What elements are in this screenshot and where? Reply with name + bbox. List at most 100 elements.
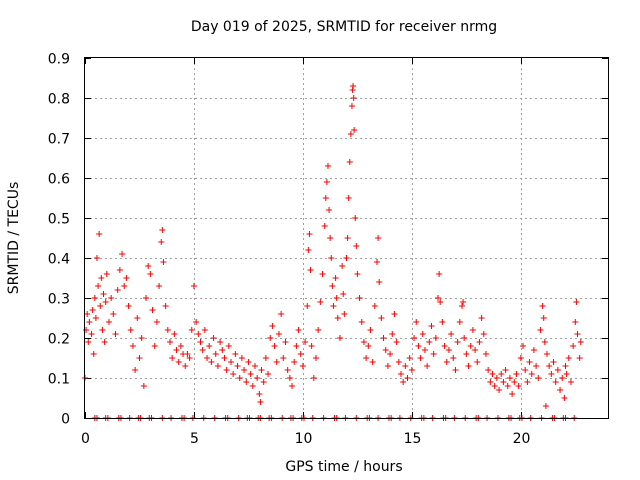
data-point bbox=[554, 367, 561, 373]
data-point bbox=[489, 371, 496, 377]
data-point bbox=[461, 335, 468, 341]
data-point bbox=[127, 327, 134, 333]
data-point bbox=[413, 319, 420, 325]
data-point bbox=[145, 263, 152, 269]
data-point bbox=[245, 359, 252, 365]
data-point bbox=[463, 351, 470, 357]
data-point bbox=[491, 383, 498, 389]
data-point bbox=[249, 383, 256, 389]
data-point bbox=[506, 375, 513, 381]
data-point bbox=[291, 359, 298, 365]
data-point bbox=[573, 299, 580, 305]
data-point bbox=[378, 315, 385, 321]
data-point bbox=[98, 275, 105, 281]
data-point bbox=[217, 339, 224, 345]
data-point bbox=[228, 359, 235, 365]
data-point bbox=[214, 363, 221, 369]
data-point bbox=[108, 295, 115, 301]
y-axis-label: SRMTID / TECUs bbox=[6, 182, 22, 295]
data-point bbox=[526, 359, 533, 365]
data-point bbox=[271, 343, 278, 349]
data-point bbox=[354, 271, 361, 277]
data-point bbox=[151, 343, 158, 349]
x-tick-label: 15 bbox=[404, 431, 422, 447]
data-point bbox=[166, 339, 173, 345]
y-tick-label: 0.9 bbox=[48, 52, 70, 68]
y-tick-label: 0.6 bbox=[48, 172, 70, 188]
data-point bbox=[260, 379, 267, 385]
data-point bbox=[132, 367, 139, 373]
data-point bbox=[278, 311, 285, 317]
data-point bbox=[112, 331, 119, 337]
data-point bbox=[343, 255, 350, 261]
data-point bbox=[138, 335, 145, 341]
data-point bbox=[302, 339, 309, 345]
data-point bbox=[96, 231, 103, 237]
data-point bbox=[448, 331, 455, 337]
data-point bbox=[332, 275, 339, 281]
data-point bbox=[576, 355, 583, 361]
data-point bbox=[210, 335, 217, 341]
data-point bbox=[548, 371, 555, 377]
data-point bbox=[116, 267, 123, 273]
data-point bbox=[169, 355, 176, 361]
data-point bbox=[502, 367, 509, 373]
data-point bbox=[129, 343, 136, 349]
data-point bbox=[567, 379, 574, 385]
data-point bbox=[219, 347, 226, 353]
data-point bbox=[509, 391, 516, 397]
y-tick-label: 0 bbox=[61, 412, 70, 428]
data-point bbox=[159, 227, 166, 233]
data-point bbox=[282, 339, 289, 345]
data-point bbox=[171, 331, 178, 337]
data-point bbox=[533, 363, 540, 369]
data-point bbox=[275, 331, 282, 337]
data-point bbox=[371, 303, 378, 309]
data-point bbox=[452, 367, 459, 373]
data-point bbox=[402, 363, 409, 369]
data-point bbox=[105, 319, 112, 325]
data-point bbox=[308, 343, 315, 349]
data-point bbox=[351, 127, 358, 133]
data-point bbox=[184, 351, 191, 357]
data-point bbox=[333, 295, 340, 301]
data-point bbox=[147, 271, 154, 277]
data-point bbox=[273, 359, 280, 365]
data-point bbox=[327, 235, 334, 241]
data-point bbox=[515, 383, 522, 389]
data-points bbox=[82, 83, 584, 421]
data-point bbox=[454, 339, 461, 345]
data-point bbox=[212, 351, 219, 357]
data-point bbox=[542, 403, 549, 409]
data-point bbox=[376, 279, 383, 285]
data-point bbox=[293, 343, 300, 349]
data-point bbox=[186, 355, 193, 361]
data-point bbox=[175, 359, 182, 365]
data-point bbox=[256, 391, 263, 397]
data-point bbox=[339, 263, 346, 269]
data-point bbox=[374, 259, 381, 265]
data-point bbox=[223, 367, 230, 373]
data-point bbox=[136, 355, 143, 361]
data-point bbox=[397, 371, 404, 377]
data-point bbox=[562, 363, 569, 369]
data-point bbox=[432, 335, 439, 341]
data-point bbox=[387, 351, 394, 357]
data-point bbox=[540, 315, 547, 321]
data-point bbox=[93, 255, 100, 261]
data-point bbox=[336, 335, 343, 341]
data-point bbox=[456, 319, 463, 325]
data-point bbox=[86, 319, 93, 325]
data-point bbox=[522, 367, 529, 373]
data-point bbox=[428, 323, 435, 329]
data-point bbox=[426, 339, 433, 345]
data-point bbox=[493, 375, 500, 381]
data-point bbox=[306, 231, 313, 237]
data-point bbox=[535, 375, 542, 381]
data-point bbox=[286, 375, 293, 381]
data-point bbox=[140, 383, 147, 389]
data-point bbox=[103, 271, 110, 277]
data-point bbox=[565, 355, 572, 361]
data-point bbox=[541, 339, 548, 345]
data-point bbox=[546, 363, 553, 369]
